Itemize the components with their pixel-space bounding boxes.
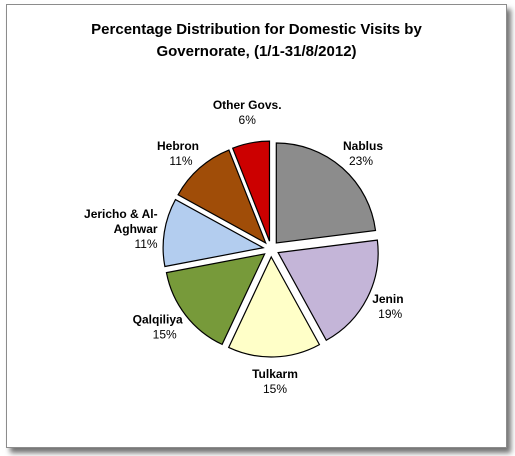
slice-name-jenin-0: Jenin xyxy=(372,292,403,306)
slice-value-other-govs: 6% xyxy=(239,113,257,127)
slice-name-hebron-0: Hebron xyxy=(157,139,199,153)
slice-label-other-govs: Other Govs.6% xyxy=(213,98,282,127)
pie-slice-hebron xyxy=(177,149,267,245)
pie-slice-nablus xyxy=(275,142,377,244)
pie-slice-jenin xyxy=(277,239,379,342)
slice-value-jenin: 19% xyxy=(378,307,402,321)
chart-area: Percentage Distribution for Domestic Vis… xyxy=(6,4,507,448)
slice-name-tulkarm-0: Tulkarm xyxy=(252,367,298,381)
slice-value-jericho-al-aghwar: 11% xyxy=(134,237,157,251)
slice-name-qalqiliya-0: Qalqiliya xyxy=(133,312,183,326)
slice-value-qalqiliya: 15% xyxy=(153,327,177,341)
slice-name-jericho-al-aghwar-1: Aghwar xyxy=(114,222,158,236)
chart-title: Percentage Distribution for Domestic Vis… xyxy=(7,19,506,63)
pie-chart: Nablus23%Jenin19%Tulkarm15%Qalqiliya15%J… xyxy=(84,98,404,396)
pie-slice-tulkarm xyxy=(227,255,321,358)
pie-slice-other-govs xyxy=(231,140,271,242)
slice-value-nablus: 23% xyxy=(349,154,373,168)
slice-name-nablus-0: Nablus xyxy=(343,139,383,153)
pie-slice-jericho-al-aghwar xyxy=(162,198,265,268)
slice-name-jericho-al-aghwar-0: Jericho & Al- xyxy=(84,207,158,221)
slice-name-other-govs-0: Other Govs. xyxy=(213,98,282,112)
chart-title-line-1: Percentage Distribution for Domestic Vis… xyxy=(91,21,422,38)
chart-title-line-2: Governorate, (1/1-31/8/2012) xyxy=(156,43,357,60)
slice-value-hebron: 11% xyxy=(169,154,192,168)
pie-slice-qalqiliya xyxy=(165,253,266,346)
slice-value-tulkarm: 15% xyxy=(263,382,287,396)
